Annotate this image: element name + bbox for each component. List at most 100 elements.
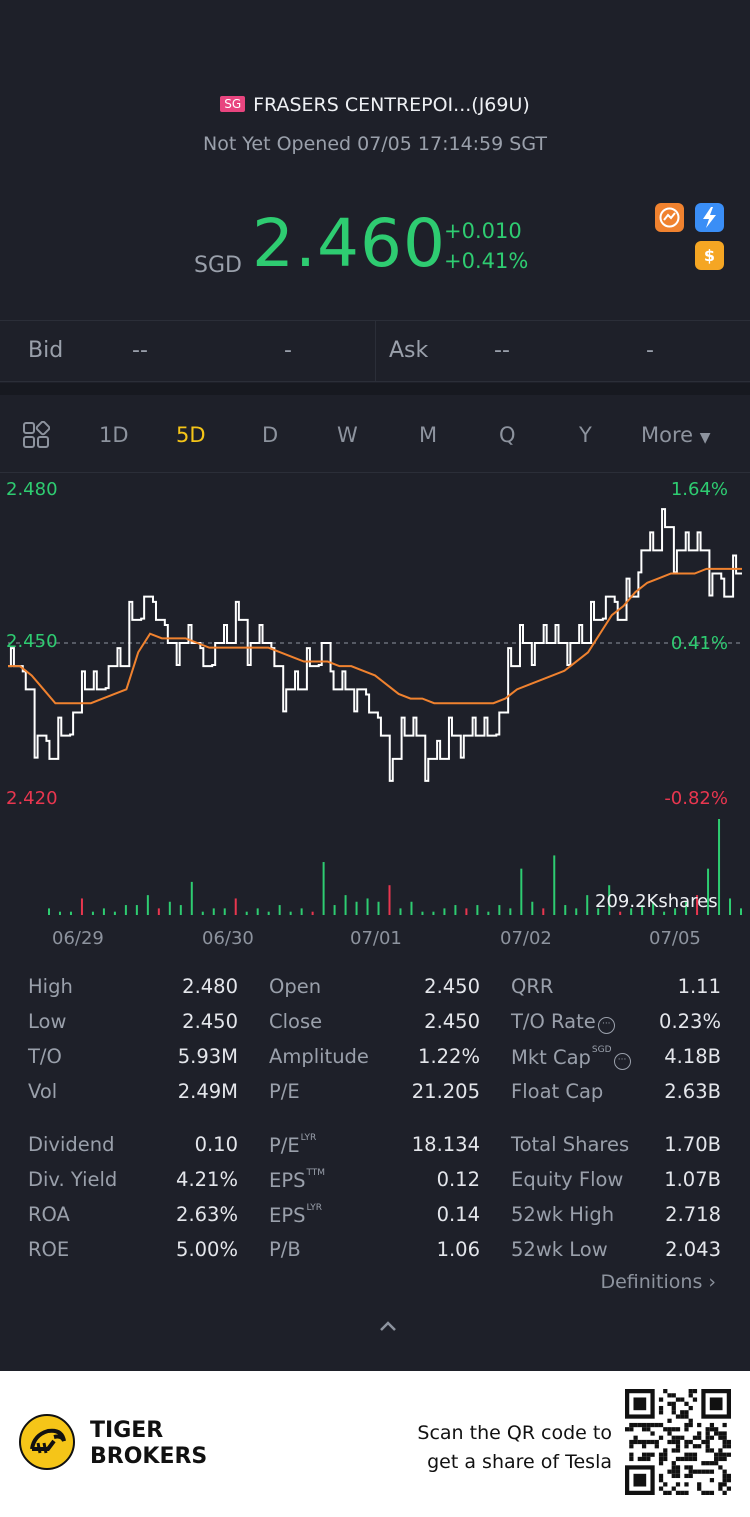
stat-label-text: Div. Yield — [28, 1168, 118, 1191]
stat-value: 2.043 — [665, 1238, 721, 1261]
stat-value: 1.07B — [664, 1168, 721, 1191]
stat-value: 1.70B — [664, 1133, 721, 1156]
qr-module — [625, 1427, 630, 1432]
stat-label: Float Cap — [511, 1080, 603, 1103]
stat-label: P/B — [269, 1238, 301, 1261]
stat-label: Equity Flow — [511, 1168, 623, 1191]
qr-module — [705, 1490, 710, 1495]
qr-module — [641, 1444, 647, 1449]
stat-value: 5.00% — [176, 1238, 238, 1261]
qr-module — [671, 1465, 676, 1470]
stat-label-text: Vol — [28, 1080, 58, 1103]
qr-module — [667, 1439, 672, 1445]
volume-bar — [520, 868, 523, 915]
scan-line-1: Scan the QR code to — [417, 1422, 612, 1444]
tab-year[interactable]: Y — [579, 423, 592, 447]
qr-module — [633, 1439, 638, 1445]
stat-label-text: 52wk Low — [511, 1238, 608, 1261]
qr-module — [688, 1452, 693, 1457]
volume-bar — [399, 908, 402, 915]
definitions-link[interactable]: Definitions › — [600, 1271, 716, 1293]
stat-label-text: P/B — [269, 1238, 301, 1261]
tab-day[interactable]: D — [262, 423, 279, 447]
definitions-label: Definitions — [600, 1271, 703, 1293]
qr-module — [684, 1410, 689, 1415]
qr-module — [675, 1473, 681, 1479]
chevron-up-icon[interactable] — [378, 1318, 398, 1334]
stat-label: High — [28, 975, 73, 998]
qr-module — [671, 1393, 676, 1398]
volume-bar — [157, 908, 160, 915]
stat-value: 1.06 — [436, 1238, 480, 1261]
qr-module — [692, 1389, 698, 1394]
qr-module — [684, 1422, 689, 1428]
qr-module — [705, 1461, 710, 1466]
ask-label: Ask — [389, 338, 429, 363]
qr-module — [675, 1435, 681, 1440]
qr-module — [667, 1418, 672, 1423]
qr-module — [658, 1452, 664, 1457]
qr-module — [701, 1490, 706, 1495]
qr-module — [675, 1448, 681, 1453]
chart-badge-icon[interactable] — [655, 203, 684, 232]
qr-module — [684, 1444, 689, 1449]
qr-module — [726, 1439, 731, 1445]
volume-bar — [542, 908, 545, 915]
qr-module — [650, 1422, 655, 1428]
stat-label: 52wk High — [511, 1203, 614, 1226]
qr-module — [705, 1427, 710, 1432]
stats-row: ROA 2.63% EPSLYR 0.14 52wk High 2.718 — [0, 1203, 750, 1238]
volume-bar — [421, 911, 424, 915]
qr-module — [641, 1422, 647, 1428]
qr-module — [726, 1444, 731, 1449]
stock-title[interactable]: SG FRASERS CENTREPOI...(J69U) — [0, 94, 750, 116]
qr-module — [646, 1439, 651, 1445]
stat-value: 5.93M — [177, 1045, 238, 1068]
tab-quarter[interactable]: Q — [499, 423, 516, 447]
brand-line-1: TIGER — [90, 1418, 164, 1443]
bid-label: Bid — [28, 338, 64, 363]
volume-bar — [564, 905, 567, 915]
tab-more[interactable]: More ▼ — [641, 395, 711, 473]
dollar-icon[interactable]: $ — [695, 241, 724, 270]
tab-month[interactable]: M — [419, 423, 438, 447]
qr-module — [714, 1427, 719, 1432]
qr-module — [637, 1439, 642, 1445]
qr-module — [684, 1482, 689, 1487]
stat-label-text: QRR — [511, 975, 554, 998]
volume-label: 209.2Kshares — [595, 891, 718, 912]
stats-row: High 2.480 Open 2.450 QRR 1.11 — [0, 975, 750, 1010]
volume-bar — [80, 898, 83, 915]
volume-bar — [234, 898, 237, 915]
stat-label: Total Shares — [511, 1133, 629, 1156]
volume-bar — [476, 905, 479, 915]
stat-label-text: Mkt Cap — [511, 1046, 591, 1069]
qr-code-icon[interactable] — [625, 1389, 731, 1495]
info-icon[interactable]: ··· — [613, 1053, 631, 1070]
volume-bar — [168, 901, 171, 915]
indicator-grid-icon[interactable] — [22, 421, 50, 449]
volume-bar — [245, 911, 248, 915]
price-chart[interactable]: 2.480 2.450 2.420 1.64% 0.41% -0.82% 209… — [0, 474, 750, 964]
brand-name: TIGER BROKERS — [90, 1418, 207, 1470]
tab-1d[interactable]: 1D — [99, 423, 129, 447]
lightning-icon[interactable] — [695, 203, 724, 232]
info-icon[interactable]: ··· — [597, 1017, 615, 1034]
qr-module — [705, 1439, 710, 1445]
qr-module — [675, 1482, 681, 1487]
qr-module — [663, 1456, 668, 1462]
qr-module — [684, 1465, 689, 1470]
stat-label-text: Amplitude — [269, 1045, 369, 1068]
qr-module — [688, 1422, 693, 1428]
qr-module — [709, 1435, 715, 1440]
tab-week[interactable]: W — [337, 423, 358, 447]
qr-module — [726, 1473, 731, 1479]
tab-5d[interactable]: 5D — [176, 423, 206, 447]
qr-module — [667, 1431, 672, 1436]
volume-bar — [91, 911, 94, 915]
stat-value: 1.22% — [418, 1045, 480, 1068]
volume-bar — [366, 898, 369, 915]
scan-text: Scan the QR code to get a share of Tesla — [417, 1419, 612, 1477]
x-label-0705: 07/05 — [649, 928, 701, 949]
y-pct-low: -0.82% — [664, 788, 728, 809]
